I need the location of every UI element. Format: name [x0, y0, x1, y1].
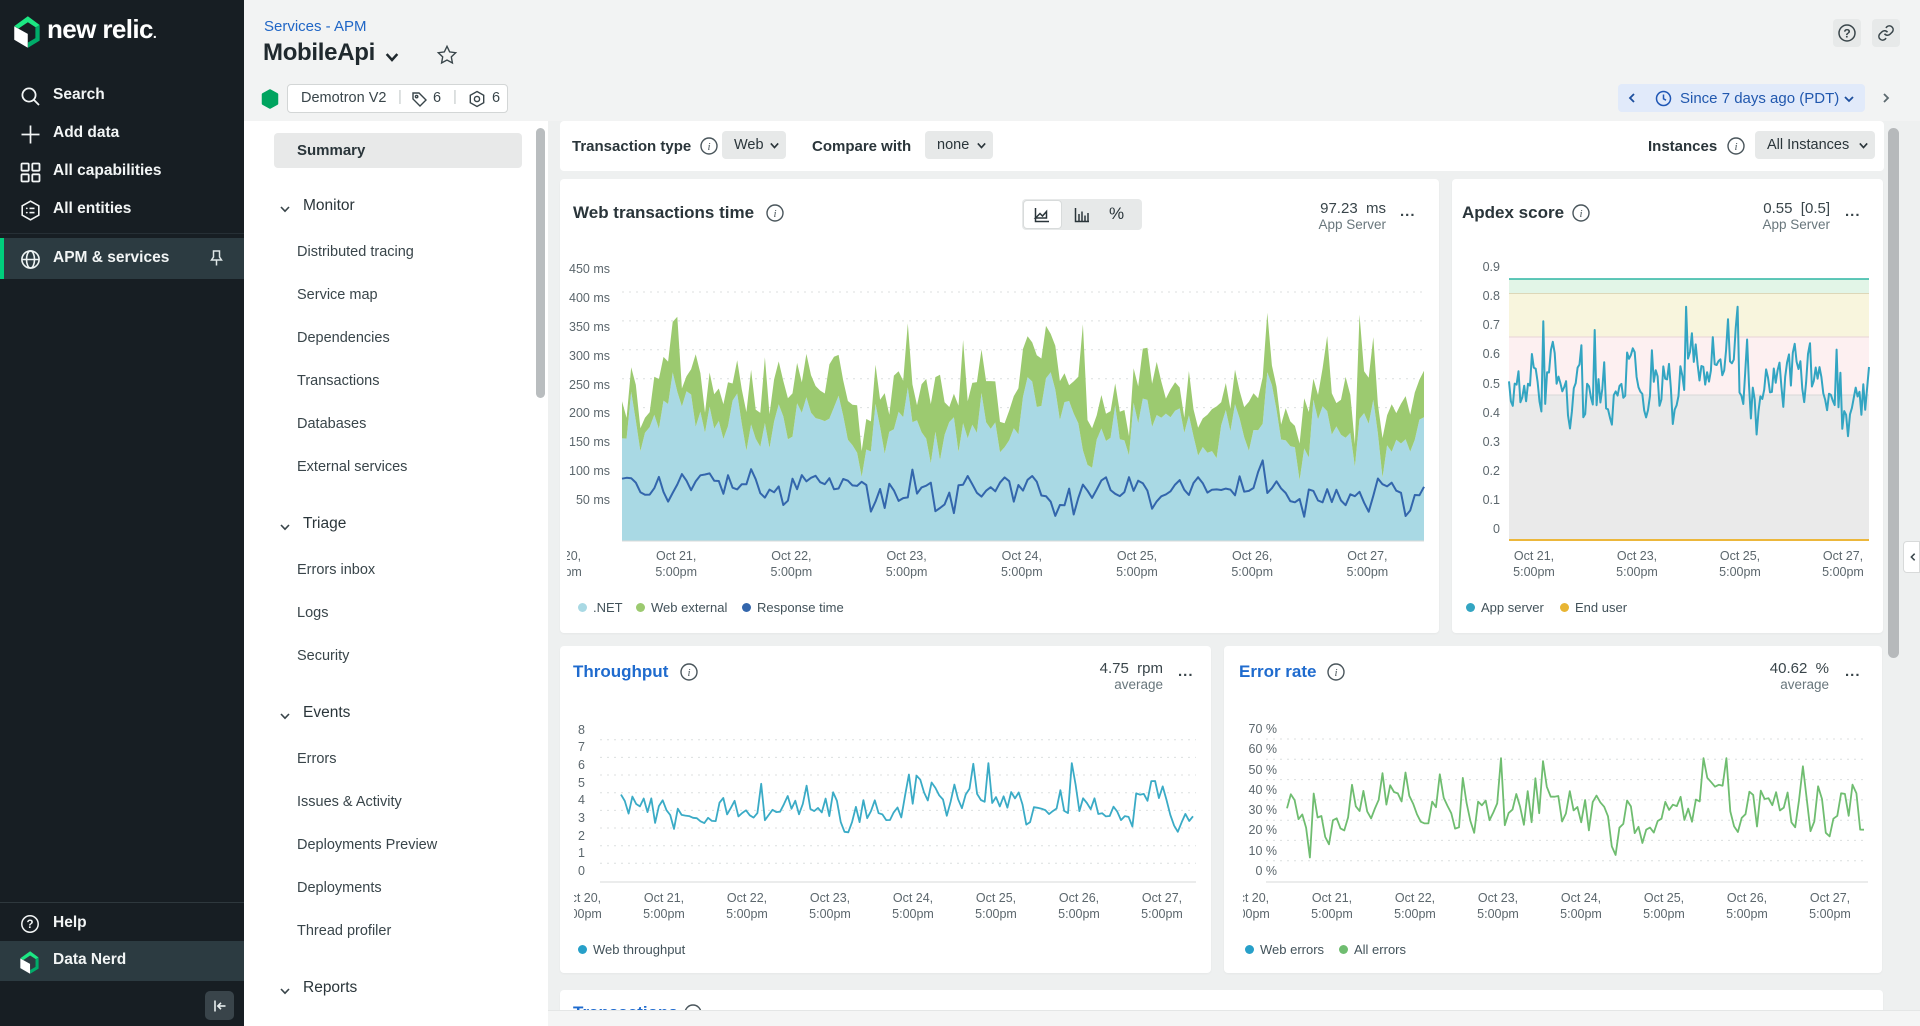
svg-text:i: i — [707, 141, 710, 153]
svg-text:i: i — [773, 208, 776, 220]
svg-text:i: i — [1579, 208, 1582, 220]
svg-text:i: i — [687, 667, 690, 679]
svg-text:i: i — [1334, 667, 1337, 679]
svg-text:?: ? — [1843, 27, 1850, 41]
svg-text:?: ? — [26, 919, 33, 931]
svg-text:i: i — [1734, 141, 1737, 153]
